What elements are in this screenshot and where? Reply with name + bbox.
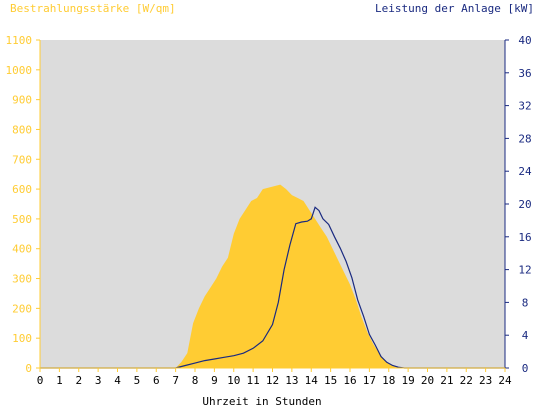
left-tick-label: 300 bbox=[12, 273, 32, 286]
right-tick-label: 12 bbox=[518, 264, 531, 277]
series-layer bbox=[40, 184, 505, 369]
x-tick-label: 4 bbox=[114, 374, 121, 387]
power-line bbox=[40, 206, 505, 369]
right-tick-label: 28 bbox=[518, 132, 531, 145]
x-tick-label: 23 bbox=[479, 374, 492, 387]
right-tick-label: 36 bbox=[518, 67, 531, 80]
right-tick-label: 24 bbox=[518, 165, 532, 178]
x-tick-label: 11 bbox=[247, 374, 260, 387]
left-tick-label: 100 bbox=[12, 332, 32, 345]
right-tick-label: 32 bbox=[518, 100, 531, 113]
right-tick-label: 40 bbox=[518, 34, 531, 47]
right-tick-label: 20 bbox=[518, 198, 531, 211]
x-tick-label: 18 bbox=[382, 374, 395, 387]
x-tick-label: 10 bbox=[227, 374, 240, 387]
x-tick-label: 7 bbox=[172, 374, 179, 387]
x-tick-label: 8 bbox=[192, 374, 199, 387]
left-tick-label: 200 bbox=[12, 302, 32, 315]
x-tick-label: 17 bbox=[363, 374, 376, 387]
left-tick-label: 1100 bbox=[6, 34, 33, 47]
right-tick-label: 16 bbox=[518, 231, 531, 244]
irradiance-area bbox=[40, 184, 505, 368]
left-tick-label: 500 bbox=[12, 213, 32, 226]
x-tick-label: 5 bbox=[134, 374, 141, 387]
x-tick-label: 9 bbox=[211, 374, 218, 387]
x-axis-label: Uhrzeit in Stunden bbox=[202, 395, 321, 408]
x-tick-label: 24 bbox=[498, 374, 512, 387]
left-tick-label: 800 bbox=[12, 123, 32, 136]
x-tick-label: 20 bbox=[421, 374, 434, 387]
x-tick-label: 6 bbox=[153, 374, 160, 387]
x-tick-label: 2 bbox=[75, 374, 82, 387]
x-tick-label: 1 bbox=[56, 374, 63, 387]
left-tick-label: 600 bbox=[12, 183, 32, 196]
left-tick-label: 700 bbox=[12, 153, 32, 166]
x-tick-label: 16 bbox=[343, 374, 356, 387]
left-axis-title: Bestrahlungsstärke [W/qm] bbox=[10, 2, 176, 15]
x-tick-label: 12 bbox=[266, 374, 279, 387]
right-tick-label: 4 bbox=[522, 329, 529, 342]
left-tick-label: 0 bbox=[25, 362, 32, 375]
left-tick-label: 1000 bbox=[6, 64, 33, 77]
x-tick-label: 14 bbox=[305, 374, 319, 387]
x-tick-label: 15 bbox=[324, 374, 337, 387]
right-ticks: 0 4 8 12 16 20 24 28 32 36 40 bbox=[505, 34, 532, 375]
left-tick-label: 400 bbox=[12, 243, 32, 256]
x-tick-label: 13 bbox=[285, 374, 298, 387]
left-ticks: 0 100 200 300 400 500 600 700 800 900 1000 1100 bbox=[6, 34, 40, 375]
left-tick-label: 900 bbox=[12, 94, 32, 107]
x-tick-label: 0 bbox=[37, 374, 44, 387]
x-tick-label: 19 bbox=[402, 374, 415, 387]
x-tick-label: 21 bbox=[440, 374, 453, 387]
x-tick-label: 22 bbox=[460, 374, 473, 387]
right-axis-title: Leistung der Anlage [kW] bbox=[375, 2, 534, 15]
right-tick-label: 8 bbox=[522, 296, 529, 309]
x-tick-label: 3 bbox=[95, 374, 102, 387]
x-ticks: 0 1 2 3 4 5 6 7 8 9 10 11 12 13 14 15 16 17 18 19 20 21 22 23 24 bbox=[37, 368, 512, 387]
right-tick-label: 0 bbox=[522, 362, 529, 375]
